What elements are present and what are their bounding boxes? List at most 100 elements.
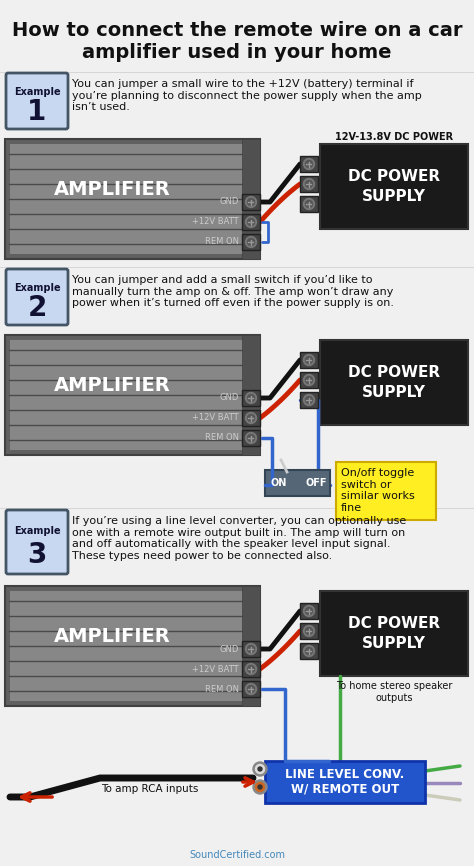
Text: To amp RCA inputs: To amp RCA inputs xyxy=(101,784,199,794)
Text: Example: Example xyxy=(14,282,60,293)
Text: +12V BATT: +12V BATT xyxy=(192,664,239,674)
Bar xyxy=(5,586,260,706)
Bar xyxy=(242,586,260,706)
Circle shape xyxy=(303,178,315,190)
Bar xyxy=(300,372,318,388)
Circle shape xyxy=(247,686,255,693)
Bar xyxy=(242,234,260,250)
Bar xyxy=(242,390,260,406)
FancyBboxPatch shape xyxy=(6,73,68,129)
Text: Example: Example xyxy=(14,87,60,97)
Bar xyxy=(10,591,255,701)
Circle shape xyxy=(303,625,315,637)
Circle shape xyxy=(246,412,256,423)
Text: You can jumper and add a small switch if you’d like to
manually turn the amp on : You can jumper and add a small switch if… xyxy=(72,275,394,308)
Bar xyxy=(10,144,255,254)
Circle shape xyxy=(246,236,256,248)
Bar xyxy=(300,196,318,212)
Circle shape xyxy=(303,374,315,385)
Bar xyxy=(300,603,318,619)
Circle shape xyxy=(306,377,312,384)
Circle shape xyxy=(255,765,264,773)
Circle shape xyxy=(306,357,312,364)
Text: 12V-13.8V DC POWER: 12V-13.8V DC POWER xyxy=(335,132,453,142)
Text: GND: GND xyxy=(219,197,239,206)
Circle shape xyxy=(246,216,256,228)
Circle shape xyxy=(246,392,256,404)
Circle shape xyxy=(303,354,315,365)
Circle shape xyxy=(246,197,256,208)
Circle shape xyxy=(247,238,255,245)
Text: GND: GND xyxy=(219,644,239,654)
Circle shape xyxy=(306,608,312,615)
Text: On/off toggle
switch or
similar works
fine: On/off toggle switch or similar works fi… xyxy=(341,468,415,513)
Bar xyxy=(300,352,318,368)
Circle shape xyxy=(253,762,267,776)
Text: ON: ON xyxy=(271,478,287,488)
Bar xyxy=(242,194,260,210)
Circle shape xyxy=(303,198,315,210)
Circle shape xyxy=(303,395,315,405)
Circle shape xyxy=(306,160,312,167)
Bar xyxy=(336,462,436,520)
Text: REM ON: REM ON xyxy=(205,237,239,247)
Circle shape xyxy=(247,435,255,442)
Bar xyxy=(242,139,260,259)
Bar xyxy=(5,139,260,259)
Bar xyxy=(300,176,318,192)
Text: AMPLIFIER: AMPLIFIER xyxy=(54,627,171,646)
Text: LINE LEVEL CONV.
W/ REMOTE OUT: LINE LEVEL CONV. W/ REMOTE OUT xyxy=(285,768,405,796)
Text: 3: 3 xyxy=(27,541,46,569)
Circle shape xyxy=(246,432,256,443)
Circle shape xyxy=(258,767,262,771)
Text: If you’re using a line level converter, you can optionally use
one with a remote: If you’re using a line level converter, … xyxy=(72,516,406,561)
Text: +12V BATT: +12V BATT xyxy=(192,217,239,227)
Bar xyxy=(242,430,260,446)
Text: DC POWER
SUPPLY: DC POWER SUPPLY xyxy=(348,365,440,400)
Text: REM ON: REM ON xyxy=(205,684,239,694)
Circle shape xyxy=(246,663,256,675)
Text: REM ON: REM ON xyxy=(205,434,239,443)
Bar xyxy=(10,340,255,450)
FancyBboxPatch shape xyxy=(6,510,68,574)
Circle shape xyxy=(253,780,267,794)
Bar xyxy=(10,591,255,701)
Circle shape xyxy=(247,198,255,205)
Bar xyxy=(5,335,260,455)
Text: GND: GND xyxy=(219,393,239,403)
Text: How to connect the remote wire on a car
amplifier used in your home: How to connect the remote wire on a car … xyxy=(12,22,462,62)
Text: AMPLIFIER: AMPLIFIER xyxy=(54,180,171,199)
Circle shape xyxy=(306,397,312,404)
Circle shape xyxy=(306,180,312,188)
Bar xyxy=(265,761,425,803)
Bar xyxy=(242,410,260,426)
Bar xyxy=(242,214,260,230)
Text: OFF: OFF xyxy=(305,478,327,488)
Text: 1: 1 xyxy=(27,99,46,126)
Bar xyxy=(300,623,318,639)
Bar xyxy=(242,661,260,677)
Bar xyxy=(242,641,260,657)
Circle shape xyxy=(247,218,255,225)
Bar xyxy=(300,392,318,408)
Circle shape xyxy=(258,785,262,789)
Circle shape xyxy=(247,415,255,422)
Bar xyxy=(320,591,468,676)
Bar xyxy=(300,156,318,172)
Circle shape xyxy=(247,665,255,673)
FancyBboxPatch shape xyxy=(6,269,68,325)
Circle shape xyxy=(303,645,315,656)
Text: 2: 2 xyxy=(27,294,46,322)
Bar xyxy=(10,340,255,450)
Circle shape xyxy=(246,683,256,695)
Circle shape xyxy=(247,645,255,652)
Text: You can jumper a small wire to the +12V (battery) terminal if
you’re planning to: You can jumper a small wire to the +12V … xyxy=(72,79,422,113)
Circle shape xyxy=(306,648,312,655)
Circle shape xyxy=(306,201,312,208)
Text: To home stereo speaker
outputs: To home stereo speaker outputs xyxy=(336,681,452,702)
Bar xyxy=(320,144,468,229)
Circle shape xyxy=(303,605,315,617)
Text: DC POWER
SUPPLY: DC POWER SUPPLY xyxy=(348,169,440,204)
Circle shape xyxy=(303,158,315,170)
Bar xyxy=(320,340,468,425)
